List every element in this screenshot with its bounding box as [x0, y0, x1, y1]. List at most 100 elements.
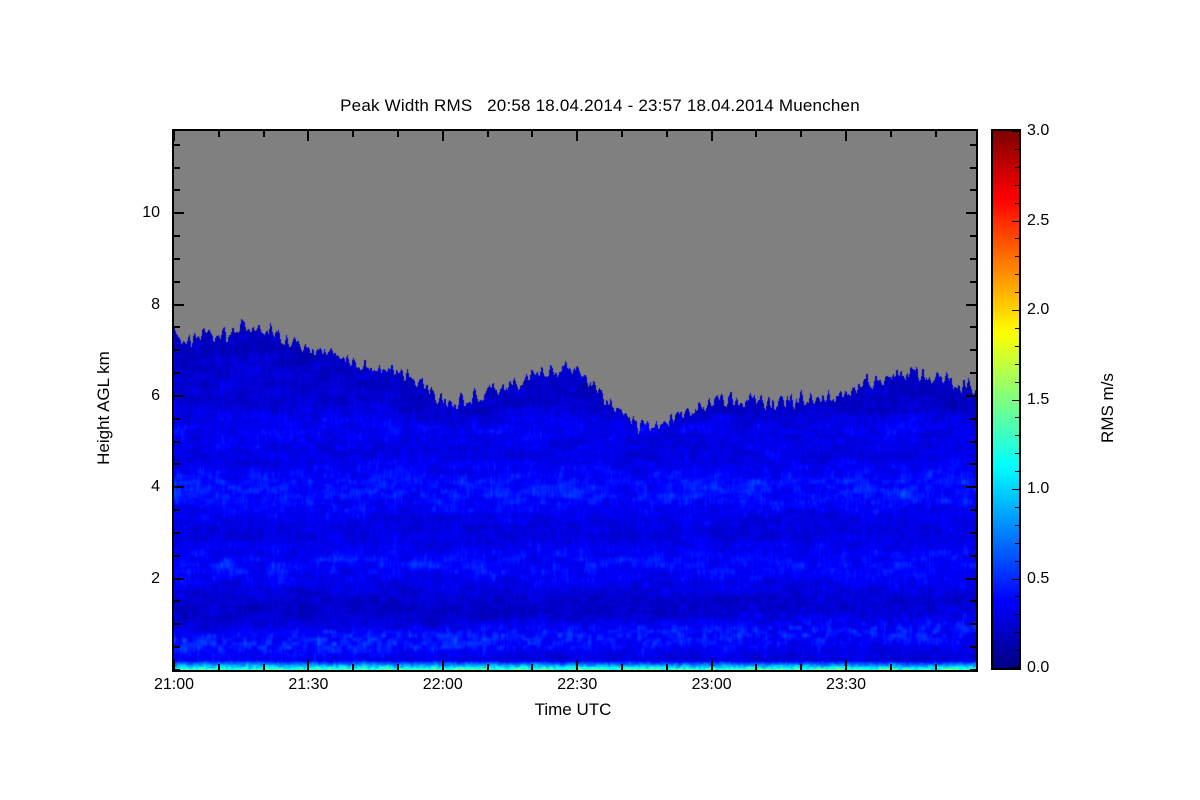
- colorbar-tick-minor: [1015, 238, 1019, 240]
- y-tick-minor: [174, 600, 180, 603]
- colorbar-tick-label: 1.0: [1027, 480, 1050, 497]
- y-tick-minor-right: [970, 166, 976, 169]
- y-tick-label: 8: [151, 295, 160, 313]
- y-tick-minor: [174, 646, 180, 649]
- colorbar-tick-label: 2.5: [1027, 211, 1050, 229]
- y-tick-minor-right: [970, 531, 976, 534]
- x-tick-major-top: [710, 131, 713, 141]
- colorbar-tick-major: [1012, 131, 1019, 132]
- colorbar-tick-minor: [1015, 542, 1019, 544]
- colorbar-tick-major: [1012, 489, 1019, 490]
- colorbar-tick-minor: [1015, 596, 1019, 598]
- x-tick-minor: [397, 664, 400, 670]
- x-tick-major: [576, 660, 579, 670]
- colorbar-tick-minor: [1015, 417, 1019, 419]
- colorbar-tick-label: 2.0: [1027, 301, 1050, 318]
- colorbar-tick-minor: [1015, 166, 1019, 168]
- y-tick-minor-right: [970, 417, 976, 420]
- x-tick-minor: [262, 664, 265, 670]
- x-tick-minor: [621, 664, 624, 670]
- colorbar-tick-minor: [1015, 560, 1019, 562]
- x-tick-major: [710, 660, 713, 670]
- colorbar-tick-major: [1012, 310, 1019, 311]
- x-tick-minor-top: [889, 131, 892, 137]
- colorbar-tick-minor: [1015, 632, 1019, 634]
- y-tick-minor: [174, 166, 180, 169]
- y-tick-minor: [174, 280, 180, 283]
- colorbar-tick-minor: [1015, 292, 1019, 294]
- colorbar-tick-minor: [1015, 381, 1019, 383]
- y-tick-label: 4: [151, 478, 160, 496]
- x-tick-minor-top: [621, 131, 624, 137]
- y-tick-major-right: [966, 303, 976, 306]
- x-tick-minor-top: [397, 131, 400, 137]
- x-tick-major-top: [576, 131, 579, 141]
- heatmap-image: [174, 131, 976, 670]
- y-tick-major: [174, 394, 184, 397]
- x-tick-label: 22:30: [557, 676, 598, 693]
- colorbar-tick-label: 3.0: [1027, 122, 1050, 139]
- y-tick-minor-right: [970, 463, 976, 466]
- colorbar-tick-label: 0.5: [1027, 569, 1050, 587]
- y-tick-major-right: [966, 394, 976, 397]
- x-tick-minor-top: [800, 131, 803, 137]
- y-tick-minor: [174, 440, 180, 443]
- x-tick-label: 23:30: [826, 676, 867, 693]
- y-tick-minor: [174, 326, 180, 329]
- y-tick-minor-right: [970, 440, 976, 443]
- x-tick-minor: [352, 664, 355, 670]
- x-tick-label: 22:00: [422, 676, 463, 693]
- page-title: Peak Width RMS 20:58 18.04.2014 - 23:57 …: [340, 96, 860, 115]
- colorbar-tick-minor: [1015, 453, 1019, 455]
- colorbar-tick-minor: [1015, 524, 1019, 526]
- y-tick-major: [174, 212, 184, 215]
- x-tick-major-top: [307, 131, 310, 141]
- y-tick-minor-right: [970, 600, 976, 603]
- y-tick-minor: [174, 235, 180, 238]
- y-tick-major: [174, 486, 184, 489]
- y-tick-minor-right: [970, 646, 976, 649]
- y-tick-label: 10: [142, 204, 160, 222]
- y-tick-minor-right: [970, 326, 976, 329]
- x-tick-minor: [800, 664, 803, 670]
- x-tick-major-top: [845, 131, 848, 141]
- y-tick-minor-right: [970, 143, 976, 146]
- colorbar-tick-minor: [1015, 363, 1019, 365]
- y-tick-minor: [174, 417, 180, 420]
- y-tick-label: 6: [151, 386, 160, 404]
- x-tick-minor-top: [665, 131, 668, 137]
- x-tick-minor: [531, 664, 534, 670]
- x-tick-label: 21:30: [288, 676, 329, 693]
- x-tick-minor: [486, 664, 489, 670]
- x-tick-minor-top: [934, 131, 937, 137]
- y-tick-minor-right: [970, 257, 976, 260]
- colorbar-tick-major: [1012, 220, 1019, 222]
- colorbar-tick-minor: [1015, 471, 1019, 473]
- y-tick-minor-right: [970, 349, 976, 352]
- colorbar-tick-major: [1012, 667, 1019, 668]
- colorbar-title: RMS m/s: [1098, 373, 1117, 443]
- y-tick-minor-right: [970, 235, 976, 238]
- y-tick-major-right: [966, 212, 976, 215]
- x-tick-minor: [665, 664, 668, 670]
- x-tick-minor-top: [755, 131, 758, 137]
- colorbar-tick-minor: [1015, 256, 1019, 258]
- colorbar-tick-minor: [1015, 148, 1019, 150]
- x-tick-major-top: [441, 131, 444, 141]
- x-tick-major: [173, 660, 175, 670]
- x-tick-minor-top: [262, 131, 265, 137]
- x-tick-minor: [217, 664, 220, 670]
- colorbar-tick-minor: [1015, 614, 1019, 616]
- y-tick-major-right: [966, 486, 976, 489]
- colorbar-tick-minor: [1015, 327, 1019, 329]
- x-axis-title: Time UTC: [534, 700, 612, 719]
- y-tick-minor-right: [970, 372, 976, 375]
- colorbar-tick-label: 1.5: [1027, 390, 1050, 408]
- heatmap-axes: [172, 129, 978, 672]
- y-tick-minor: [174, 623, 180, 626]
- y-tick-major: [174, 303, 184, 306]
- x-tick-minor: [755, 664, 758, 670]
- colorbar-tick-minor: [1015, 184, 1019, 186]
- y-tick-major-right: [966, 577, 976, 580]
- y-tick-minor-right: [970, 189, 976, 192]
